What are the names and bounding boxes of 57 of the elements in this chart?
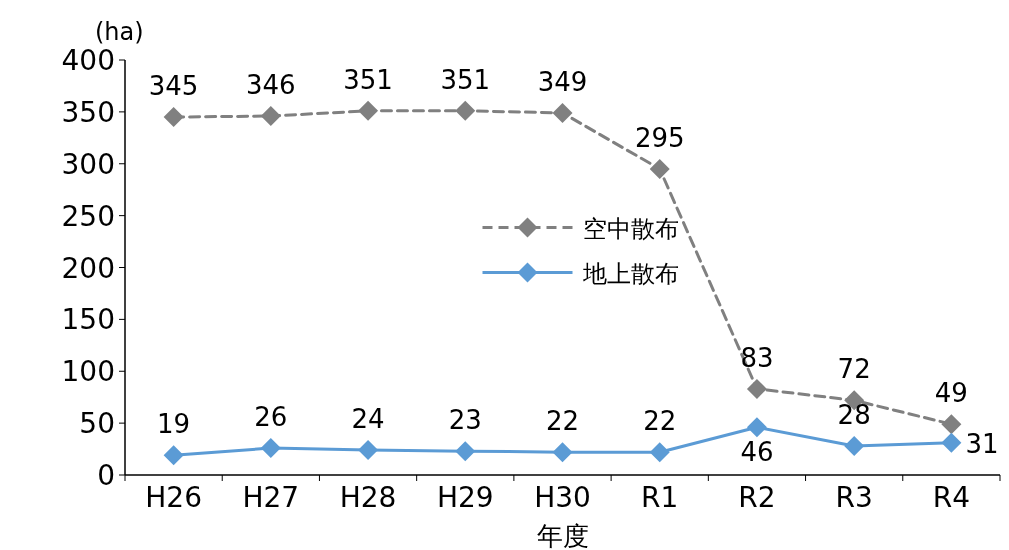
y-axis-title: (ha) [95, 18, 144, 46]
point [941, 432, 962, 453]
point [163, 107, 184, 128]
point [358, 100, 379, 121]
x-tick-label: H29 [436, 481, 494, 514]
point [552, 442, 573, 463]
y-tick-label: 100 [61, 355, 115, 389]
data-label: 346 [246, 70, 296, 101]
data-label: 24 [351, 404, 385, 435]
y-tick-label: 0 [97, 459, 115, 492]
point [649, 158, 670, 179]
point [746, 417, 767, 438]
data-label: 349 [537, 66, 588, 97]
y-tick-label: 300 [61, 147, 115, 181]
point [844, 435, 865, 456]
point [552, 102, 573, 123]
data-label: 22 [643, 406, 677, 437]
y-tick-label: 200 [61, 251, 115, 285]
data-label: 31 [965, 428, 999, 459]
x-tick-label: H30 [534, 481, 591, 514]
y-tick-label: 50 [79, 407, 115, 441]
data-label: 351 [343, 64, 393, 95]
point [746, 378, 767, 399]
x-tick-label: R2 [738, 481, 776, 514]
data-label: 351 [440, 64, 491, 95]
point [260, 106, 281, 127]
y-tick-label: 400 [61, 44, 115, 77]
point [163, 445, 184, 466]
point [455, 441, 476, 462]
data-label: 49 [934, 378, 968, 409]
legend-label: 地上散布 [581, 259, 679, 288]
data-label: 19 [157, 409, 191, 440]
point [455, 100, 476, 121]
x-tick-label: H28 [339, 481, 397, 514]
data-label: 295 [634, 122, 685, 153]
point [358, 440, 379, 461]
y-tick-label: 250 [61, 199, 115, 233]
point [941, 414, 962, 435]
x-tick-label: H26 [145, 481, 202, 514]
y-tick-label: 350 [61, 95, 115, 129]
x-axis-title: 年度 [536, 521, 589, 550]
data-label: 28 [837, 399, 871, 430]
data-label: 22 [545, 406, 580, 437]
data-label: 46 [740, 437, 774, 468]
x-tick-label: H27 [242, 481, 300, 514]
legend-label: 空中散布 [582, 214, 679, 243]
data-label: 72 [837, 354, 871, 385]
x-tick-label: R4 [932, 481, 971, 514]
data-label: 83 [740, 342, 774, 373]
x-tick-label: R1 [641, 481, 679, 514]
y-tick-label: 150 [61, 303, 115, 337]
data-label: 345 [148, 71, 199, 102]
point [260, 438, 281, 459]
data-label: 23 [448, 405, 482, 436]
data-label: 26 [254, 402, 288, 433]
point [649, 442, 670, 463]
x-tick-label: R3 [835, 481, 873, 514]
